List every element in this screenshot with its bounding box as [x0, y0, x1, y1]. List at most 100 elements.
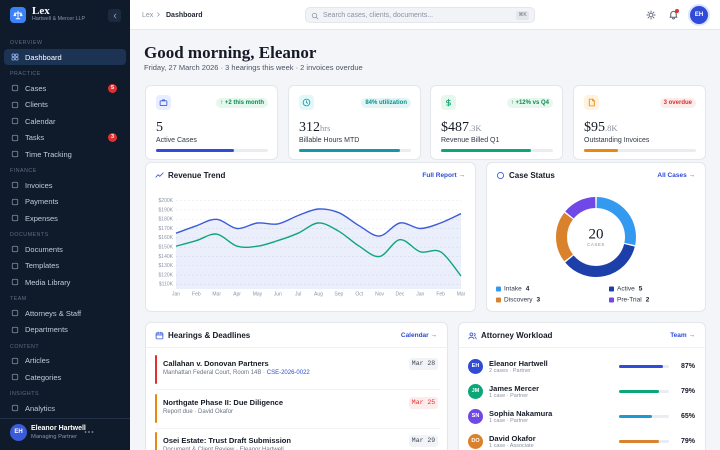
nav-item[interactable]: Time Tracking: [4, 146, 126, 162]
nav-item[interactable]: Analytics: [4, 400, 126, 416]
hearing-ref: CSE-2026-0022: [266, 370, 310, 376]
user-menu[interactable]: [84, 430, 94, 434]
kpi-value: 312: [299, 120, 320, 135]
search-box[interactable]: Search cases, clients, documents... ⌘K: [305, 7, 535, 23]
y-tick-label: $110K: [159, 282, 174, 288]
icon-shape: [468, 332, 477, 340]
icon-shape: [11, 245, 19, 253]
kpi-badge: ↑ +12% vs Q4: [506, 98, 553, 108]
nav-item[interactable]: Calendar: [4, 113, 126, 129]
icon: [11, 309, 19, 317]
legend-value: 4: [526, 286, 530, 293]
hearing-detail-row: Report due · David Okafor: [163, 409, 233, 415]
x-tick-label: Sep: [334, 291, 343, 297]
icon: [496, 171, 505, 180]
legend-swatch: [496, 286, 501, 292]
notifications[interactable]: [668, 9, 679, 20]
icon: [11, 262, 19, 269]
x-tick-label: Jul: [295, 291, 301, 297]
kpi-progress-fill: [584, 149, 618, 152]
nav-item[interactable]: Clients: [4, 97, 126, 113]
card-link[interactable]: Full Report →: [422, 171, 465, 179]
brand-logo: [10, 7, 26, 23]
icon: [11, 278, 19, 286]
nav-item[interactable]: Tasks 3: [4, 130, 126, 146]
icon-shape: [311, 12, 318, 18]
icon: [11, 245, 19, 253]
nav-item[interactable]: Cases 5: [4, 80, 126, 96]
nav-item[interactable]: Categories: [4, 369, 126, 385]
nav-item[interactable]: Templates: [4, 258, 126, 274]
attorney-avatar: EH: [468, 358, 483, 374]
icon-shape: [11, 117, 19, 125]
nav-item[interactable]: Payments: [4, 194, 126, 210]
legend-value: 3: [537, 297, 541, 304]
icon-shape: [592, 98, 595, 102]
icon: [311, 12, 319, 19]
hearings-card: Hearings & Deadlines Calendar → Callahan v…: [145, 322, 449, 450]
nav-label: Invoices: [25, 180, 53, 190]
icon-shape: [11, 101, 19, 108]
attorney-avatar: DO: [468, 433, 483, 449]
x-tick-label: Jun: [274, 291, 282, 297]
icon-shape: [469, 332, 474, 337]
kpi-badge: ↑ +2 this month: [216, 98, 268, 108]
collapse-button[interactable]: [108, 9, 121, 22]
nav-section-title: INSIGHTS: [10, 391, 40, 397]
icon: [11, 84, 19, 92]
hearing-detail: Report due · David Okafor: [163, 409, 234, 415]
hearing-item[interactable]: Northgate Phase II: Due Diligence Report …: [146, 394, 449, 426]
hearing-item[interactable]: Osei Estate: Trust Draft Submission Docum…: [146, 432, 449, 450]
nav-label: Media Library: [25, 277, 71, 287]
theme-toggle[interactable]: [646, 10, 656, 20]
icon-shape: [315, 16, 319, 19]
nav-item[interactable]: Invoices: [4, 177, 126, 193]
x-tick-label: Jan: [416, 291, 424, 297]
nav-item[interactable]: Departments: [4, 322, 126, 338]
legend-swatch: [609, 297, 614, 303]
kpi-value: 5: [156, 120, 163, 135]
legend-swatch: [609, 286, 614, 292]
hearing-date: Mar 29: [409, 435, 438, 447]
card-link[interactable]: Calendar →: [400, 331, 437, 339]
breadcrumb-current: Dashboard: [166, 11, 203, 19]
x-tick-label: May: [253, 291, 263, 297]
icon-shape: [306, 100, 309, 104]
divider: [155, 428, 440, 429]
icon-shape: [11, 309, 19, 317]
attorney-detail: 2 cases · Partner: [489, 367, 531, 374]
nav-item[interactable]: Articles: [4, 353, 126, 369]
hearing-detail-row: Document & Client Review · Eleanor Hartw…: [163, 447, 284, 450]
nav-badge: 3: [108, 133, 117, 142]
nav-item[interactable]: Expenses: [4, 210, 126, 226]
card-link[interactable]: All Cases →: [657, 171, 695, 179]
icon: [155, 172, 164, 178]
donut-segment: [596, 197, 636, 246]
card-title: Revenue Trend: [168, 171, 226, 180]
hearing-detail: Document & Client Review · Eleanor Hartw…: [163, 447, 284, 450]
kpi-progress-track: [584, 149, 696, 152]
nav-item[interactable]: Attorneys & Staff: [4, 305, 126, 321]
hearing-date: Mar 28: [409, 358, 438, 370]
hearing-item[interactable]: Callahan v. Donovan Partners Manhattan Fe…: [146, 355, 449, 387]
kpi-value-row: 312hrs: [299, 119, 330, 135]
icon-shape: [155, 172, 164, 178]
x-tick-label: Feb: [436, 291, 445, 297]
nav-item[interactable]: Dashboard: [4, 49, 126, 65]
icon-shape: [11, 373, 19, 381]
donut-segment: [565, 243, 635, 277]
nav-label: Attorneys & Staff: [25, 308, 82, 318]
user-block[interactable]: EH Eleanor Hartwell Managing Partner: [0, 418, 130, 450]
nav-item[interactable]: Media Library: [4, 274, 126, 290]
icon-shape: [11, 53, 15, 57]
y-tick-label: $160K: [159, 235, 174, 241]
user-avatar[interactable]: EH: [690, 6, 708, 24]
nav-item[interactable]: Documents: [4, 241, 126, 257]
nav-section-title: TEAM: [10, 296, 27, 302]
workload-value: 79%: [680, 387, 695, 395]
workload-bar: [619, 389, 659, 393]
breadcrumb-item[interactable]: Lex: [142, 11, 154, 19]
card-link[interactable]: Team →: [670, 331, 695, 339]
nav-label: Analytics: [25, 403, 56, 413]
